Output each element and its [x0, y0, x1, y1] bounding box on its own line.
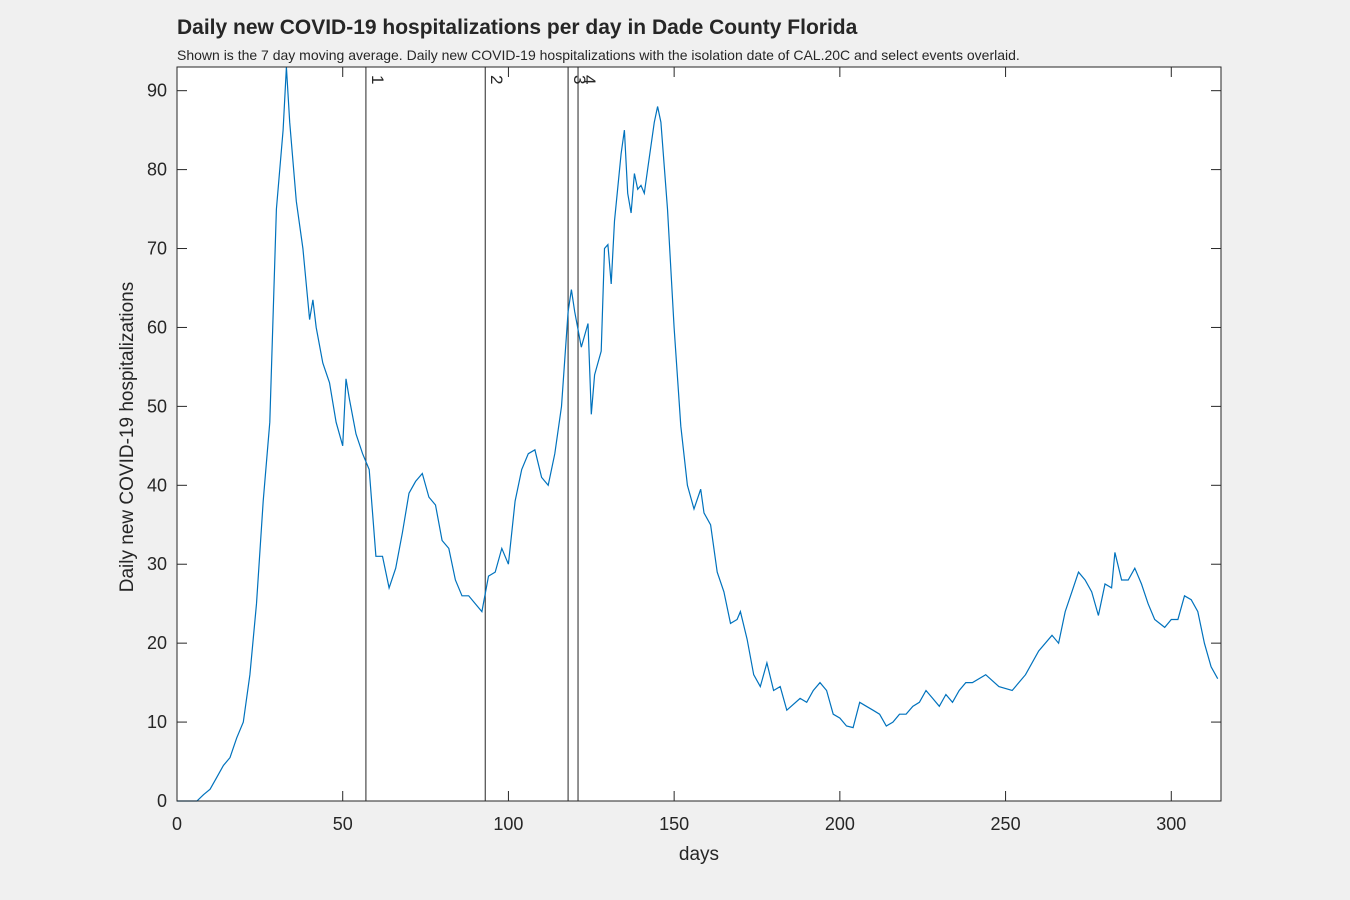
chart-title: Daily new COVID-19 hospitalizations per … — [177, 16, 858, 39]
x-tick-label: 0 — [172, 814, 182, 834]
data-line — [177, 66, 1219, 802]
y-tick-label: 80 — [147, 160, 167, 180]
x-tick-label: 100 — [493, 814, 523, 834]
y-tick-label: 10 — [147, 712, 167, 732]
y-axis-label: Daily new COVID-19 hospitalizations — [117, 282, 138, 592]
x-tick-label: 50 — [333, 814, 353, 834]
x-tick-label: 250 — [991, 814, 1021, 834]
x-tick-label: 150 — [659, 814, 689, 834]
axes-box — [176, 66, 1222, 802]
x-axis-label: days — [679, 844, 719, 865]
x-tick-label: 200 — [825, 814, 855, 834]
y-tick-label: 40 — [147, 475, 167, 495]
x-tick-label: 300 — [1156, 814, 1186, 834]
event-label: 3 — [570, 75, 589, 84]
y-tick-label: 20 — [147, 633, 167, 653]
event-label: 2 — [487, 75, 506, 84]
y-tick-label: 0 — [157, 791, 167, 811]
y-tick-label: 90 — [147, 81, 167, 101]
plot-area — [177, 67, 1221, 801]
event-label: 1 — [368, 75, 387, 84]
event-label: 4 — [580, 75, 599, 84]
chart-subtitle: Shown is the 7 day moving average. Daily… — [177, 47, 1020, 63]
y-tick-label: 50 — [147, 396, 167, 416]
y-tick-label: 30 — [147, 554, 167, 574]
y-tick-label: 70 — [147, 239, 167, 259]
y-tick-label: 60 — [147, 317, 167, 337]
